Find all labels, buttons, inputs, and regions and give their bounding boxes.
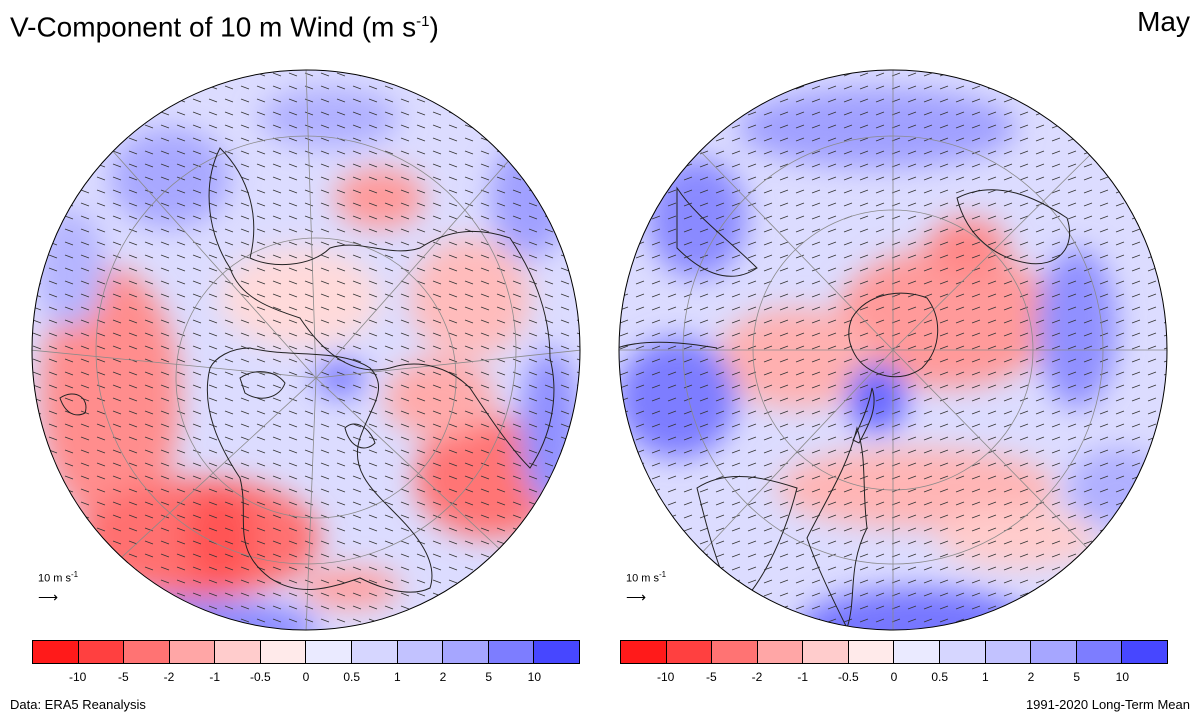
colorbar-swatch bbox=[124, 641, 170, 663]
colorbar-tick-label: -10 bbox=[656, 670, 675, 684]
reference-arrow-icon: ⟶ bbox=[38, 588, 59, 605]
southern-map-svg bbox=[618, 69, 1168, 631]
colorbar-tick-label: 10 bbox=[1115, 670, 1130, 684]
colorbar-swatch bbox=[848, 641, 895, 663]
northern-map-svg bbox=[31, 69, 581, 631]
colorbar-swatch bbox=[712, 641, 758, 663]
colorbar-tick-label: 1 bbox=[393, 670, 401, 684]
colorbar-swatch bbox=[1031, 641, 1077, 663]
southern-hemisphere-map bbox=[617, 68, 1169, 632]
colorbar-tick-label: 0 bbox=[890, 670, 898, 684]
climatology-period: 1991-2020 Long-Term Mean bbox=[1025, 697, 1190, 712]
reference-vector-left: 10 m s-1 ⟶ bbox=[38, 568, 79, 605]
colorbar-right: -10 -5 -2 -1 -0.5 0 0.5 1 2 5 10 bbox=[620, 640, 1168, 684]
colorbar-tick-label: -1 bbox=[797, 670, 808, 684]
title-exponent: -1 bbox=[416, 13, 430, 30]
colorbar-swatch bbox=[169, 641, 216, 663]
colorbar-tick-label: -2 bbox=[751, 670, 763, 684]
colorbar-swatch bbox=[33, 641, 79, 663]
reference-vector-label: 10 m s bbox=[38, 572, 72, 585]
colorbar-swatches bbox=[32, 640, 580, 664]
title-close: ) bbox=[429, 11, 439, 43]
colorbar-tick-label: 0.5 bbox=[931, 670, 948, 684]
colorbar-tick-label: 5 bbox=[1073, 670, 1080, 684]
colorbar-tick-label: 1 bbox=[981, 670, 989, 684]
colorbar-tick-label: -5 bbox=[117, 670, 129, 684]
reference-vector-right: 10 m s-1 ⟶ bbox=[626, 568, 667, 605]
colorbar-swatch bbox=[803, 641, 849, 663]
colorbar-swatch bbox=[443, 641, 489, 663]
reference-vector-exponent: -1 bbox=[71, 570, 79, 579]
colorbar-swatches bbox=[620, 640, 1168, 664]
colorbar-swatch bbox=[397, 641, 444, 663]
colorbar-swatch bbox=[260, 641, 307, 663]
colorbar-tick-label: 10 bbox=[527, 670, 542, 684]
colorbar-tick-label: -2 bbox=[163, 670, 175, 684]
colorbar-swatch bbox=[621, 641, 667, 663]
colorbar-swatch bbox=[666, 641, 713, 663]
northern-hemisphere-map bbox=[30, 68, 582, 632]
reference-arrow-icon: ⟶ bbox=[626, 588, 647, 605]
chart-title: V-Component of 10 m Wind (m s-1) bbox=[10, 4, 439, 45]
colorbar-swatch bbox=[78, 641, 125, 663]
colorbar-tick-label: -0.5 bbox=[249, 670, 271, 684]
colorbar-tick-label: 0.5 bbox=[343, 670, 360, 684]
colorbar-swatch bbox=[894, 641, 941, 663]
colorbar-swatch bbox=[757, 641, 804, 663]
colorbar-left: -10 -5 -2 -1 -0.5 0 0.5 1 2 5 10 bbox=[32, 640, 580, 684]
title-text: V-Component of 10 m Wind (m s bbox=[10, 11, 417, 43]
colorbar-tick-label: 2 bbox=[1027, 670, 1035, 684]
colorbar-swatch bbox=[940, 641, 986, 663]
colorbar-tick-label: -1 bbox=[209, 670, 220, 684]
colorbar-swatch bbox=[534, 641, 579, 663]
colorbar-tick-label: 5 bbox=[485, 670, 492, 684]
colorbar-swatch bbox=[306, 641, 353, 663]
colorbar-tick-label: 0 bbox=[302, 670, 310, 684]
colorbar-tick-label: -0.5 bbox=[837, 670, 859, 684]
month-label: May bbox=[1137, 6, 1190, 37]
colorbar-tick-label: -5 bbox=[705, 670, 717, 684]
colorbar-swatch bbox=[352, 641, 398, 663]
colorbar-swatch bbox=[1122, 641, 1167, 663]
colorbar-swatch bbox=[985, 641, 1032, 663]
colorbar-tick-label: 2 bbox=[439, 670, 447, 684]
data-source: Data: ERA5 Reanalysis bbox=[10, 697, 146, 712]
colorbar-tick-label: -10 bbox=[68, 670, 87, 684]
reference-vector-exponent: -1 bbox=[659, 570, 667, 579]
reference-vector-label: 10 m s bbox=[626, 572, 660, 585]
colorbar-swatch bbox=[1076, 641, 1123, 663]
colorbar-swatch bbox=[215, 641, 261, 663]
colorbar-swatch bbox=[488, 641, 535, 663]
